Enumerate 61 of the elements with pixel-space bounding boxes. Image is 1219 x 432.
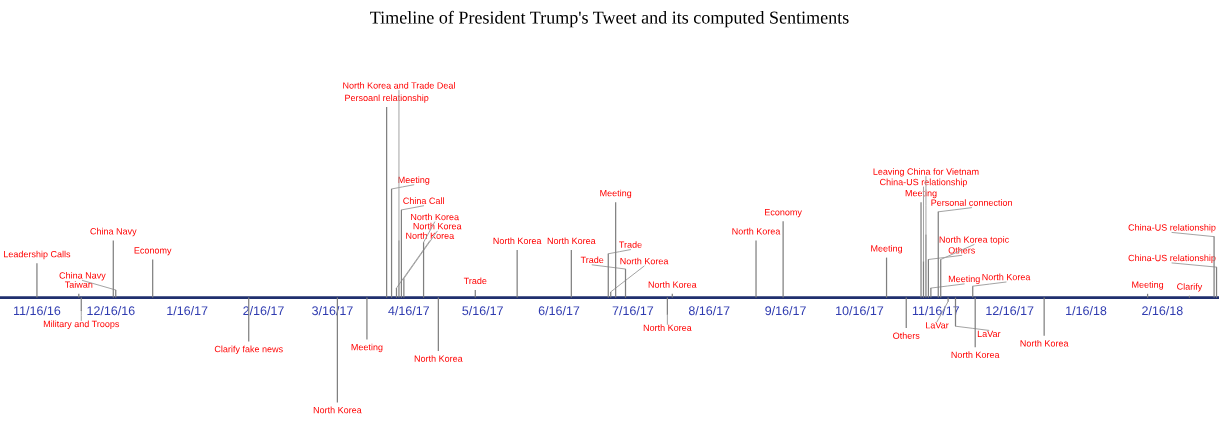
annotation: Meeting xyxy=(905,189,937,199)
x-tick-label: 1/16/18 xyxy=(1066,305,1107,316)
annotation: China-US relationship xyxy=(1128,224,1216,233)
annotation: Meeting xyxy=(351,343,383,353)
chart-title: Timeline of President Trump's Tweet and its computed Sentiments xyxy=(370,10,849,28)
annotation: North Korea xyxy=(732,227,781,235)
x-tick-label: 2/16/17 xyxy=(243,305,284,316)
annotation: China Navy xyxy=(59,272,106,281)
annotation: Others xyxy=(948,246,975,254)
annotation: North Korea xyxy=(547,237,596,245)
annotation: North Korea xyxy=(406,232,455,239)
annotation: Taiwan xyxy=(64,281,93,288)
annotation: Meeting xyxy=(398,176,430,185)
annotation: Meeting xyxy=(1132,281,1164,290)
annotation: North Korea xyxy=(413,222,462,230)
x-tick-label: 2/16/18 xyxy=(1142,305,1183,316)
annotation: North Korea xyxy=(313,406,362,414)
x-tick-label: 8/16/17 xyxy=(688,305,730,316)
annotation: North Korea xyxy=(493,237,542,245)
x-tick-label: 10/16/17 xyxy=(836,305,884,316)
annotation: Economy xyxy=(765,209,802,218)
annotation: China-US relationship xyxy=(1128,254,1216,263)
annotation: LaVar xyxy=(926,322,949,329)
annotation: Clarify fake news xyxy=(214,345,283,355)
x-tick-label: 7/16/17 xyxy=(612,305,654,316)
annotation: China-US relationship xyxy=(880,178,968,188)
x-tick-label: 6/16/17 xyxy=(538,305,580,316)
annotation: Meeting xyxy=(600,189,632,199)
x-tick-label: 9/16/17 xyxy=(765,305,806,316)
annotation: Military and Troops xyxy=(43,320,120,329)
annotation: Others xyxy=(893,332,920,339)
annotation: LaVar xyxy=(977,330,1001,338)
annotation: Meeting xyxy=(948,275,980,284)
x-tick-label: 12/16/17 xyxy=(986,305,1034,316)
annotation: Leadership Calls xyxy=(4,250,71,260)
annotation: Personal connection xyxy=(931,199,1012,206)
annotation: North Korea xyxy=(982,273,1031,281)
x-tick-label: 5/16/17 xyxy=(462,305,503,316)
annotation: North Korea and Trade Deal xyxy=(343,82,455,89)
x-tick-label: 12/16/16 xyxy=(87,305,135,316)
annotation: China Call xyxy=(403,197,444,204)
annotation: North Korea xyxy=(951,351,1000,358)
annotation: Persoanl relationship xyxy=(345,94,429,103)
annotation: North Korea xyxy=(1020,339,1069,347)
annotation: Trade xyxy=(619,241,642,248)
x-tick-label: 4/16/17 xyxy=(388,305,430,316)
annotation: North Korea xyxy=(648,281,697,288)
annotation: North Korea xyxy=(411,213,460,221)
annotation: North Korea xyxy=(643,324,692,331)
annotation: Trade xyxy=(463,277,487,285)
x-tick-label: 11/16/16 xyxy=(14,305,61,316)
annotation: Trade xyxy=(580,256,604,264)
annotation: North Korea xyxy=(414,355,463,362)
annotation: North Korea xyxy=(620,257,669,265)
x-tick-label: 1/16/17 xyxy=(167,305,208,316)
annotation: Meeting xyxy=(871,245,903,254)
annotation: China Navy xyxy=(90,227,137,237)
annotation: Economy xyxy=(134,247,172,256)
annotation: Clarify xyxy=(1177,283,1203,292)
annotation: Leaving China for Vietnam xyxy=(873,168,979,177)
annotation: North Korea topic xyxy=(939,236,1009,245)
